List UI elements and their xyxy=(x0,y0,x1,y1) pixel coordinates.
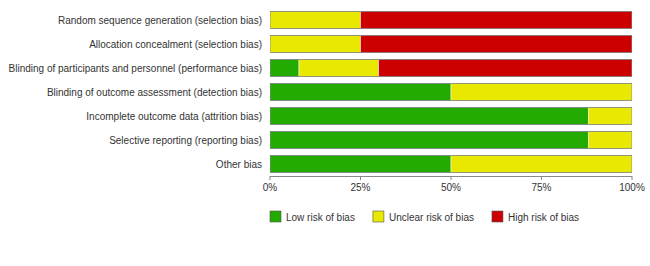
legend: Low risk of bias Unclear risk of bias High… xyxy=(270,211,579,223)
bar-outline xyxy=(270,83,632,100)
bar-segment xyxy=(451,83,632,100)
bar-outline xyxy=(270,59,632,76)
bar-segment xyxy=(270,59,299,76)
bar-outline xyxy=(270,107,632,124)
bar-outline xyxy=(270,11,632,28)
bar-segment xyxy=(270,155,451,172)
chart: Random sequence generation (selection bi… xyxy=(0,0,650,266)
bar-segment xyxy=(361,11,633,28)
x-tick-label: 25% xyxy=(350,182,370,193)
bar-outline xyxy=(270,131,632,148)
x-tick-label: 0% xyxy=(263,182,278,193)
x-tick xyxy=(360,176,361,180)
bar-segment xyxy=(379,59,632,76)
bar-segment xyxy=(270,107,589,124)
category-label: Blinding of outcome assessment (detectio… xyxy=(47,87,262,98)
category-label: Random sequence generation (selection bi… xyxy=(58,15,262,26)
bar-segment xyxy=(361,35,633,52)
category-label: Selective reporting (reporting bias) xyxy=(109,135,262,146)
legend-swatch xyxy=(373,211,384,222)
bar-segment xyxy=(589,131,632,148)
chart-container: Random sequence generation (selection bi… xyxy=(0,0,650,266)
bar-segment xyxy=(270,83,451,100)
bar-segment xyxy=(589,107,632,124)
x-tick-label: 100% xyxy=(619,182,645,193)
legend-label: Low risk of bias xyxy=(286,212,355,223)
legend-label: High risk of bias xyxy=(508,212,579,223)
x-tick-label: 50% xyxy=(441,182,461,193)
category-labels: Random sequence generation (selection bi… xyxy=(9,15,262,170)
x-tick xyxy=(270,176,271,180)
bar-outline xyxy=(270,35,632,52)
x-tick xyxy=(632,176,633,180)
x-tick xyxy=(541,176,542,180)
x-axis: 0% 25% 50% 75% 100% xyxy=(263,176,645,193)
bar-segment xyxy=(270,11,361,28)
bar-segment xyxy=(299,59,379,76)
bar-segment xyxy=(270,131,589,148)
bars xyxy=(270,11,632,172)
x-tick-label: 75% xyxy=(531,182,551,193)
category-label: Other bias xyxy=(216,159,262,170)
category-label: Incomplete outcome data (attrition bias) xyxy=(86,111,262,122)
x-tick xyxy=(451,176,452,180)
legend-label: Unclear risk of bias xyxy=(389,212,474,223)
category-label: Blinding of participants and personnel (… xyxy=(9,63,262,74)
category-label: Allocation concealment (selection bias) xyxy=(89,39,262,50)
bar-segment xyxy=(451,155,632,172)
legend-swatch xyxy=(492,211,503,222)
bar-segment xyxy=(270,35,361,52)
bar-outline xyxy=(270,155,632,172)
legend-swatch xyxy=(270,211,281,222)
